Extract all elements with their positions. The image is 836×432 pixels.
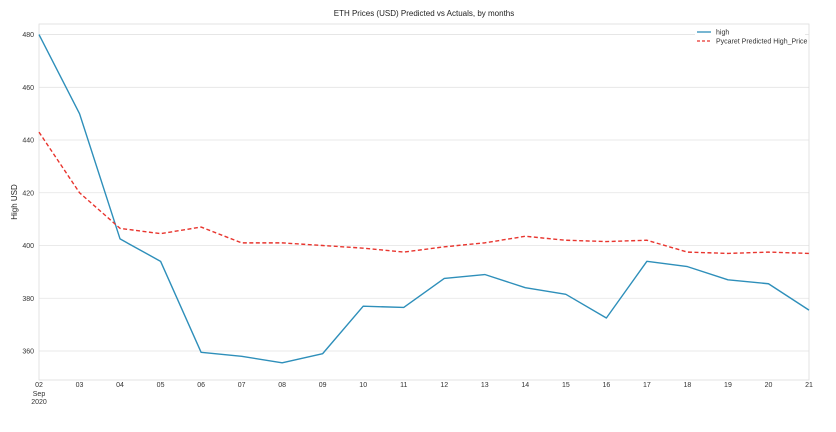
- x-tick-label: 15: [562, 382, 570, 389]
- x-tick-sublabel-year: 2020: [31, 399, 47, 406]
- x-tick-label: 06: [197, 382, 205, 389]
- x-tick-label: 14: [521, 382, 529, 389]
- legend-label-predicted: Pycaret Predicted High_Price: [716, 39, 808, 46]
- x-tick-label: 03: [76, 382, 84, 389]
- x-tick-sublabel-month: Sep: [33, 391, 46, 398]
- x-tick-label: 09: [319, 382, 327, 389]
- legend-box: [695, 26, 805, 48]
- x-tick-label: 12: [440, 382, 448, 389]
- y-axis-title: High USD: [10, 184, 19, 220]
- x-tick-label: 21: [805, 382, 813, 389]
- x-tick-label: 05: [157, 382, 165, 389]
- x-tick-label: 11: [400, 382, 407, 389]
- x-tick-label: 19: [724, 382, 732, 389]
- y-tick-label: 480: [22, 32, 34, 39]
- x-tick-label: 08: [278, 382, 286, 389]
- y-tick-label: 420: [22, 190, 34, 197]
- chart-title: ETH Prices (USD) Predicted vs Actuals, b…: [334, 9, 515, 18]
- x-tick-label: 16: [602, 382, 610, 389]
- plot-area-frame: [38, 23, 810, 381]
- x-tick-label: 13: [481, 382, 489, 389]
- x-tick-labels: 02 03 04 05 06 07 08 09 10 11 12 13 14 15 16 17 18 19 20 21: [35, 382, 813, 389]
- x-tick-label: 10: [359, 382, 367, 389]
- y-tick-label: 360: [22, 348, 34, 355]
- y-tick-label: 460: [22, 85, 34, 92]
- x-tick-label: 17: [643, 382, 651, 389]
- series-layer: [38, 34, 810, 364]
- x-tick-label: 04: [116, 382, 124, 389]
- x-tick-label: 20: [765, 382, 773, 389]
- x-tick-label: 18: [684, 382, 692, 389]
- y-tick-label: 380: [22, 296, 34, 303]
- series-line-high: [38, 34, 810, 364]
- legend-label-high: high: [716, 30, 729, 37]
- x-tick-label: 02: [35, 382, 43, 389]
- y-tick-label: 400: [22, 243, 34, 250]
- grid-lines: [39, 34, 809, 352]
- legend: high Pycaret Predicted High_Price: [695, 26, 808, 48]
- x-tick-label: 07: [238, 382, 246, 389]
- y-tick-labels: 360 380 400 420 440 460 480: [22, 32, 34, 355]
- y-tick-label: 440: [22, 138, 34, 145]
